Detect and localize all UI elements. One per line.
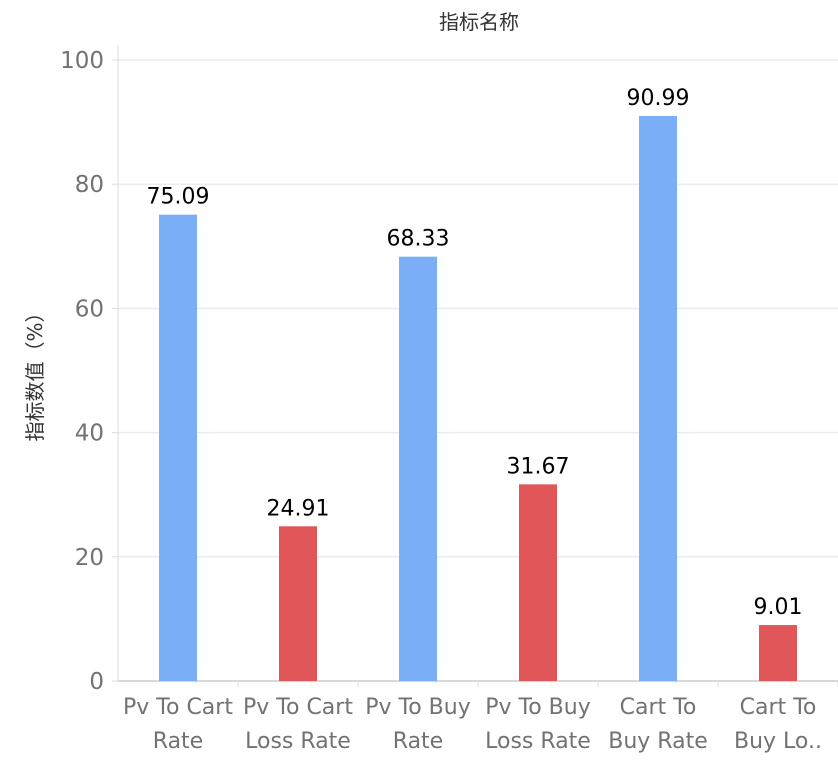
value-label: 9.01 <box>754 595 803 620</box>
x-tick-label: Cart To <box>620 695 697 720</box>
x-tick-labels: Pv To Cart Rate Pv To Cart Loss Rate Pv To B… <box>123 695 822 754</box>
x-tick-label: Pv To Cart <box>123 695 233 720</box>
y-tick-label: 0 <box>89 669 104 695</box>
y-axis-label: 指标数值（%） <box>23 302 47 441</box>
bar <box>399 256 437 681</box>
value-label: 68.33 <box>387 227 450 252</box>
value-label: 24.91 <box>267 496 330 521</box>
axes <box>112 45 838 687</box>
bar <box>639 115 677 682</box>
value-label: 90.99 <box>627 86 690 111</box>
bar <box>759 625 797 681</box>
x-tick-label: Buy Lo.. <box>734 729 822 754</box>
x-tick-label: Cart To <box>740 695 817 720</box>
y-tick-label: 100 <box>60 48 104 74</box>
bar <box>159 214 197 681</box>
x-tick-label: Buy Rate <box>608 729 708 754</box>
value-label: 75.09 <box>147 185 210 210</box>
y-tick-label: 80 <box>75 172 104 198</box>
value-labels: 75.09 24.91 68.33 31.67 90.99 9.01 <box>147 86 803 620</box>
x-tick-label: Pv To Buy <box>365 695 471 720</box>
x-tick-label: Pv To Buy <box>485 695 591 720</box>
chart-title: 指标名称 <box>439 10 519 34</box>
y-tick-label: 40 <box>75 421 104 447</box>
y-tick-labels: 0 20 40 60 80 100 <box>60 48 104 695</box>
y-tick-label: 60 <box>75 296 104 322</box>
x-tick-label: Rate <box>393 729 443 754</box>
x-tick-label: Rate <box>153 729 203 754</box>
x-tick-label: Pv To Cart <box>243 695 353 720</box>
value-label: 31.67 <box>507 454 570 479</box>
bar <box>519 484 557 681</box>
x-tick-label: Loss Rate <box>485 729 591 754</box>
x-tick-label: Loss Rate <box>245 729 351 754</box>
y-tick-label: 20 <box>75 545 104 571</box>
bar <box>279 526 317 681</box>
gridlines <box>118 59 838 558</box>
bars <box>159 115 797 682</box>
